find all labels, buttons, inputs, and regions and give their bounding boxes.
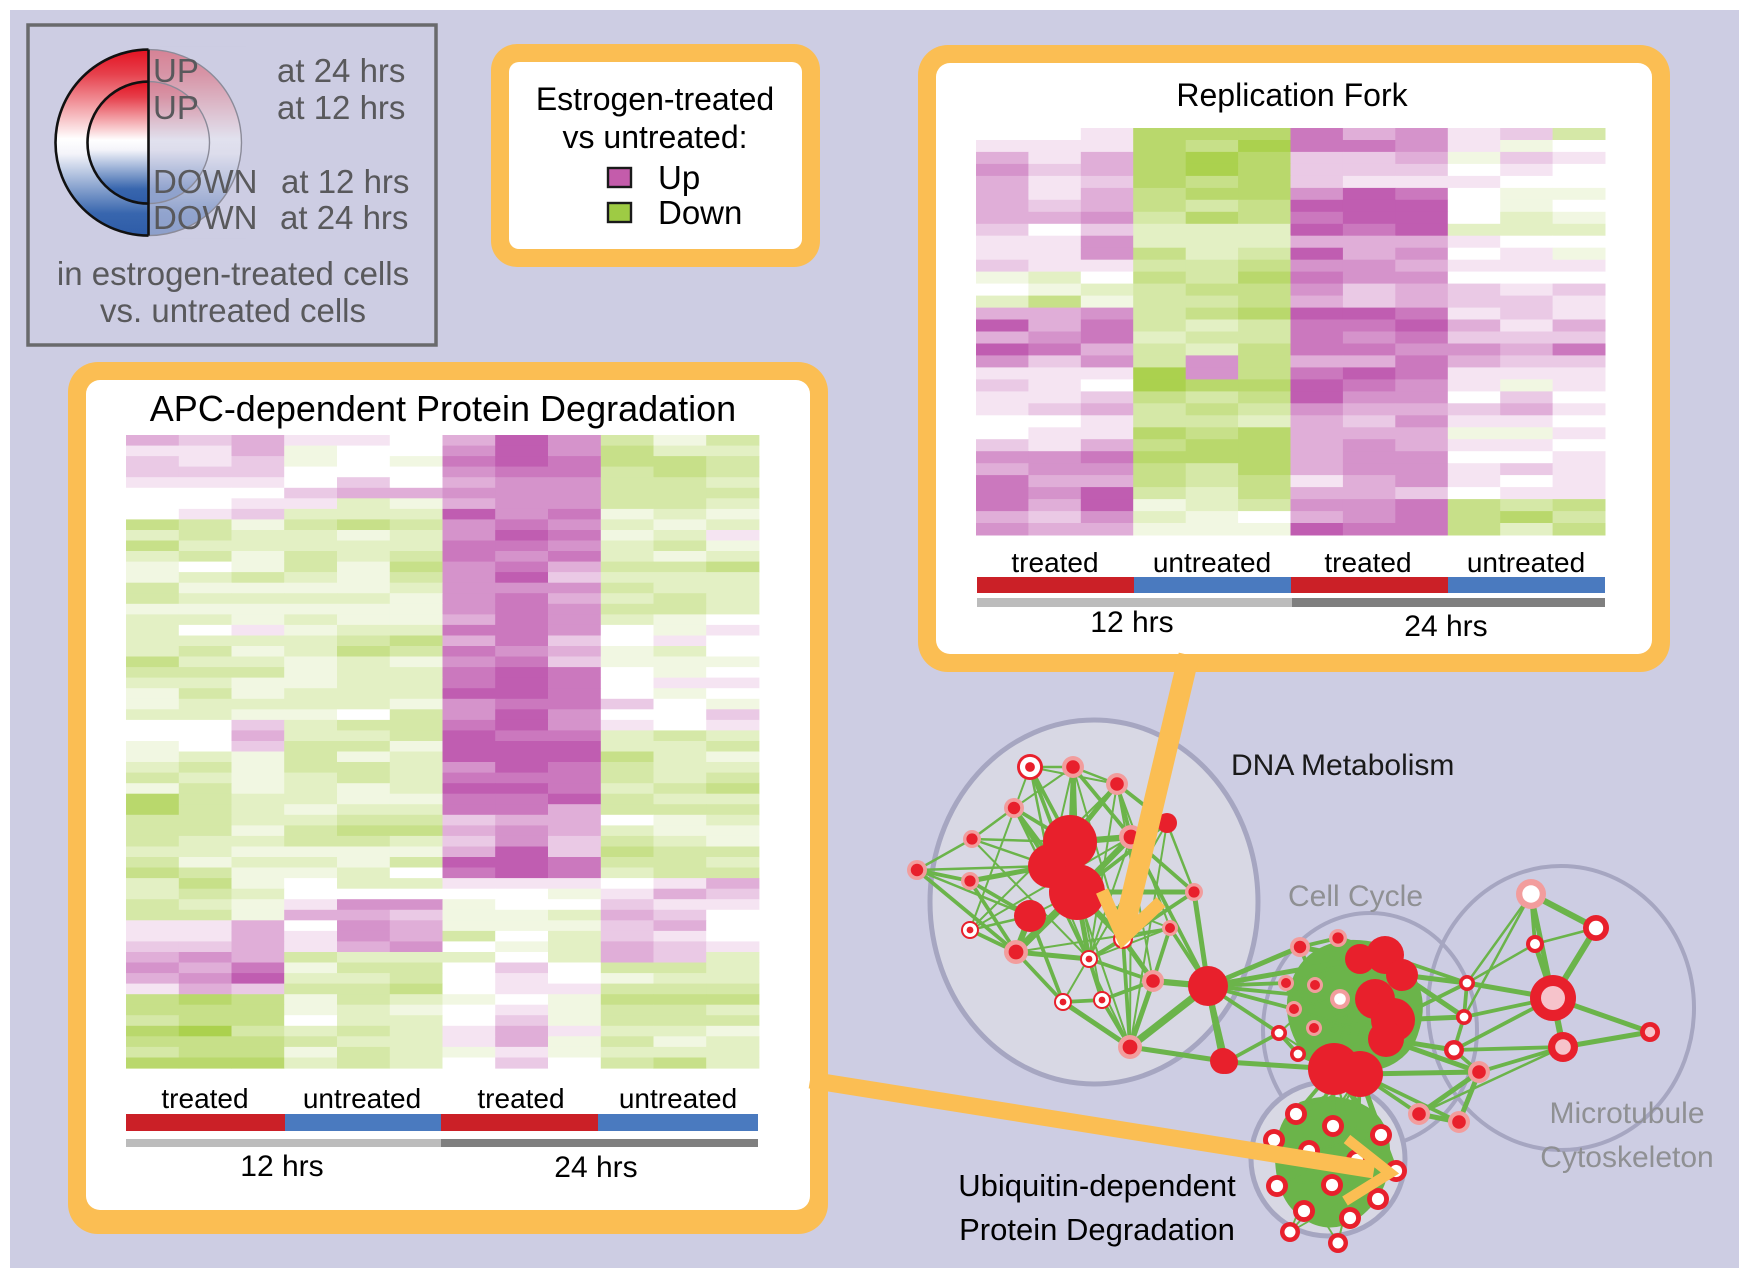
svg-text:UP: UP <box>153 52 199 89</box>
svg-text:Cytoskeleton: Cytoskeleton <box>1540 1141 1713 1174</box>
svg-text:24 hrs: 24 hrs <box>1404 610 1487 643</box>
svg-text:DOWN: DOWN <box>153 163 257 200</box>
svg-text:Replication Fork: Replication Fork <box>1176 77 1408 113</box>
svg-text:Cell Cycle: Cell Cycle <box>1288 880 1423 913</box>
svg-text:treated: treated <box>477 1083 564 1114</box>
svg-text:APC-dependent Protein Degradat: APC-dependent Protein Degradation <box>150 388 736 429</box>
svg-text:vs untreated:: vs untreated: <box>563 119 748 155</box>
svg-text:12 hrs: 12 hrs <box>1090 606 1173 639</box>
svg-text:Up: Up <box>658 159 700 196</box>
svg-text:untreated: untreated <box>619 1083 737 1114</box>
svg-text:UP: UP <box>153 89 199 126</box>
svg-text:24 hrs: 24 hrs <box>554 1151 637 1184</box>
svg-text:at 12 hrs: at 12 hrs <box>281 163 409 200</box>
svg-text:Estrogen-treated: Estrogen-treated <box>536 81 774 117</box>
svg-text:12 hrs: 12 hrs <box>240 1150 323 1183</box>
svg-text:at 24 hrs: at 24 hrs <box>277 52 405 89</box>
svg-text:treated: treated <box>161 1083 248 1114</box>
svg-text:treated: treated <box>1324 547 1411 578</box>
svg-text:DNA Metabolism: DNA Metabolism <box>1231 749 1454 782</box>
svg-text:Ubiquitin-dependent: Ubiquitin-dependent <box>958 1168 1236 1203</box>
svg-text:Microtubule: Microtubule <box>1549 1097 1704 1130</box>
svg-text:DOWN: DOWN <box>153 199 257 236</box>
svg-text:untreated: untreated <box>303 1083 421 1114</box>
svg-text:untreated: untreated <box>1153 547 1271 578</box>
svg-text:treated: treated <box>1011 547 1098 578</box>
svg-text:Protein Degradation: Protein Degradation <box>959 1212 1235 1247</box>
svg-text:vs. untreated cells: vs. untreated cells <box>100 292 366 329</box>
svg-text:at 24 hrs: at 24 hrs <box>280 199 408 236</box>
svg-text:Down: Down <box>658 194 742 231</box>
svg-text:at 12 hrs: at 12 hrs <box>277 89 405 126</box>
svg-text:in estrogen-treated cells: in estrogen-treated cells <box>57 255 409 292</box>
svg-text:untreated: untreated <box>1467 547 1585 578</box>
